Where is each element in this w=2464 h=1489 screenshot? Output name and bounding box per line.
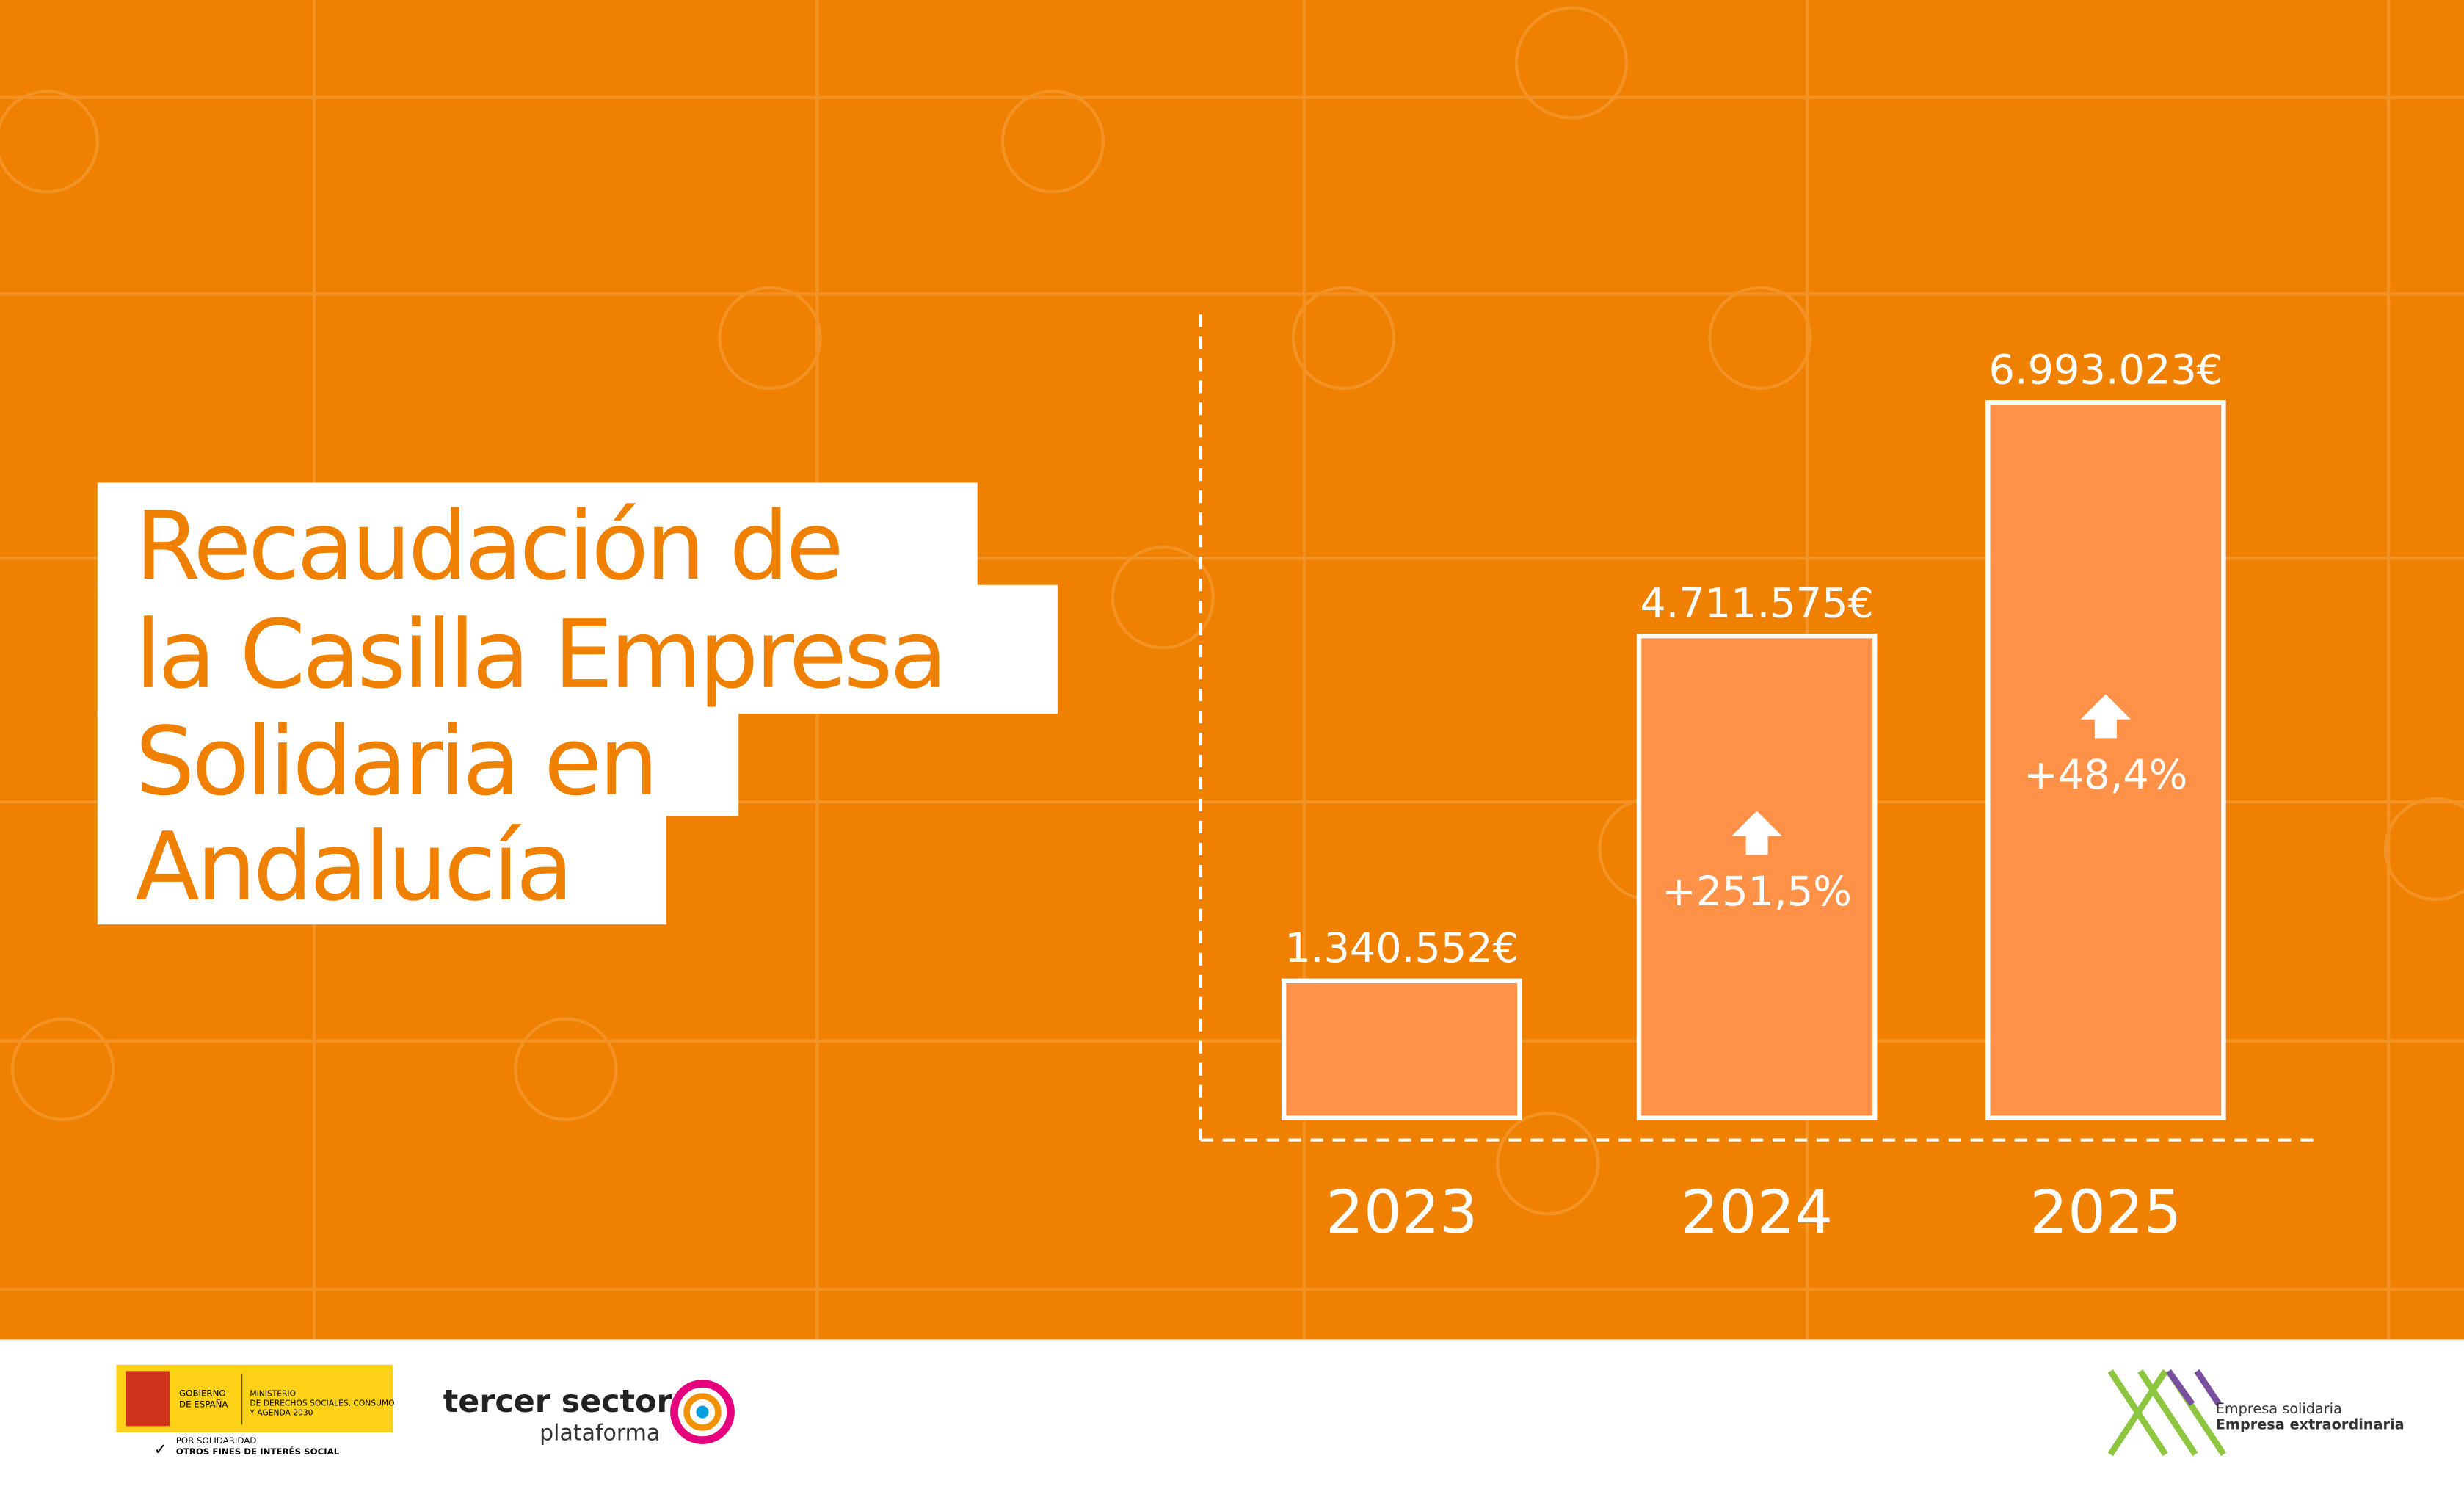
up-arrow bbox=[2080, 694, 2132, 739]
title-highlight bbox=[97, 584, 1058, 714]
value-label: 6.993.023€ bbox=[1989, 347, 2223, 394]
tag-text: POR SOLIDARIDAD bbox=[176, 1435, 257, 1446]
gov-text: DE ESPAÑA bbox=[179, 1399, 228, 1410]
brand-text: Empresa solidaria bbox=[2216, 1400, 2342, 1417]
gov-logo: GOBIERNO DE ESPAÑA MINISTERIO DE DERECHO… bbox=[116, 1364, 395, 1459]
value-label: 1.340.552€ bbox=[1284, 924, 1519, 972]
tag-text: OTROS FINES DE INTERÉS SOCIAL bbox=[176, 1446, 340, 1457]
ministry-text: MINISTERIO bbox=[250, 1389, 296, 1399]
logo-ring bbox=[683, 1393, 722, 1431]
brand-mark bbox=[2166, 1369, 2222, 1406]
x-tick-label: 2024 bbox=[1681, 1178, 1833, 1247]
logo-text: plataforma bbox=[539, 1421, 660, 1446]
title-line: Andalucía bbox=[135, 813, 570, 922]
title-block: Recaudación de la Casilla Empresa Solida… bbox=[97, 482, 1058, 925]
bar bbox=[1281, 978, 1522, 1120]
title: Recaudación de la Casilla Empresa Solida… bbox=[135, 492, 948, 922]
change-label: +48,4% bbox=[2024, 751, 2187, 799]
bars: 1.340.552€ 2023 4.711.575€ 2024 +251,5% 6.993… bbox=[1281, 347, 2226, 1247]
brand-mark bbox=[2107, 1369, 2227, 1457]
coat-of-arms bbox=[126, 1371, 170, 1427]
title-highlight bbox=[97, 710, 739, 816]
title-line: la Casilla Empresa bbox=[135, 601, 945, 710]
x-tick-label: 2025 bbox=[2029, 1178, 2181, 1247]
ministry-text: DE DERECHOS SOCIALES, CONSUMO bbox=[250, 1398, 394, 1408]
check-icon: ✓ bbox=[154, 1441, 167, 1459]
ministry-text: Y AGENDA 2030 bbox=[249, 1408, 313, 1417]
bar bbox=[1985, 400, 2226, 1120]
up-arrow bbox=[1731, 811, 1782, 855]
logo-text: tercer sector bbox=[443, 1383, 672, 1420]
title-line: Recaudación de bbox=[135, 492, 840, 601]
footer bbox=[0, 1339, 2464, 1489]
title-highlight bbox=[97, 482, 978, 588]
brand-logo: Empresa solidaria Empresa extraordinaria bbox=[2107, 1369, 2405, 1457]
title-highlight bbox=[97, 813, 666, 925]
x-tick-label: 2023 bbox=[1326, 1178, 1478, 1247]
title-line: Solidaria en bbox=[135, 707, 655, 816]
bar bbox=[1636, 633, 1878, 1120]
value-label: 4.711.575€ bbox=[1640, 579, 1874, 627]
brand-text: Empresa extraordinaria bbox=[2216, 1416, 2405, 1433]
gov-text: GOBIERNO bbox=[179, 1388, 226, 1399]
tercer-sector-logo: tercer sector plataforma bbox=[443, 1380, 735, 1446]
logo-ring bbox=[696, 1405, 709, 1419]
logo-ring bbox=[670, 1380, 735, 1444]
change-label: +251,5% bbox=[1662, 868, 1852, 916]
